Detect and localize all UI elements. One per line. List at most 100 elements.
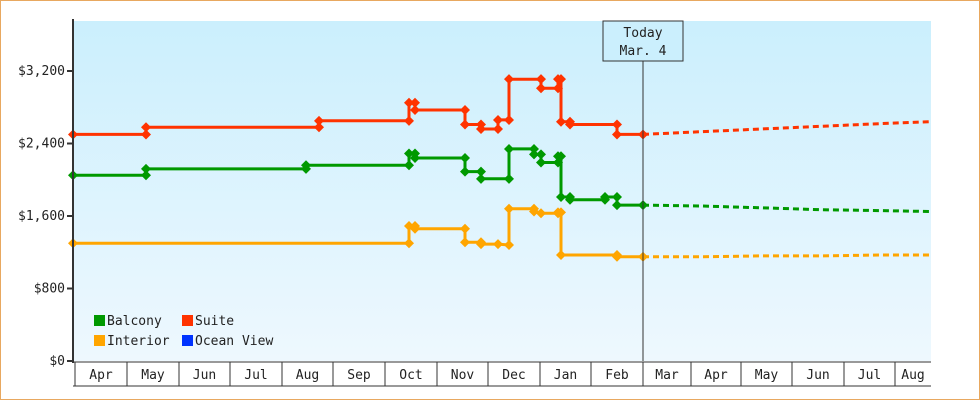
data-point-marker[interactable] [536, 83, 546, 94]
x-month-label: Jun [193, 368, 216, 383]
data-point-marker[interactable] [410, 104, 420, 115]
x-month-label: Apr [89, 368, 113, 383]
data-point-marker[interactable] [141, 129, 151, 140]
data-point-marker[interactable] [565, 119, 575, 130]
data-point-marker[interactable] [141, 170, 151, 181]
x-month-label: Aug [296, 368, 319, 383]
legend-item-interior[interactable]: Interior [94, 334, 170, 349]
legend-item-suite[interactable]: Suite [182, 314, 234, 329]
data-point-marker[interactable] [556, 249, 566, 260]
data-point-marker[interactable] [612, 119, 622, 130]
series-suite [68, 74, 930, 140]
y-tick-label: $2,400 [18, 137, 65, 152]
data-point-marker[interactable] [314, 115, 324, 126]
data-point-marker[interactable] [404, 97, 414, 108]
x-month-label: Apr [704, 368, 728, 383]
data-point-marker[interactable] [536, 157, 546, 168]
data-point-marker[interactable] [565, 194, 575, 205]
x-month-label: Feb [605, 368, 629, 383]
data-point-marker[interactable] [476, 166, 486, 177]
x-month-label: Jul [858, 368, 881, 383]
data-point-marker[interactable] [460, 166, 470, 177]
series-balcony [68, 143, 930, 213]
y-tick-label: $3,200 [18, 64, 65, 79]
x-month-label: Sep [347, 368, 371, 383]
legend-label: Suite [195, 314, 234, 329]
data-point-marker[interactable] [504, 173, 514, 184]
data-point-marker[interactable] [612, 200, 622, 211]
data-point-marker[interactable] [504, 143, 514, 154]
x-month-label: Jun [806, 368, 829, 383]
x-month-label: Nov [451, 368, 475, 383]
plot-area [73, 21, 931, 361]
x-month-label: Dec [502, 368, 525, 383]
legend-swatch [94, 315, 105, 326]
x-month-label: Mar [655, 368, 679, 383]
x-month-label: Jan [554, 368, 577, 383]
data-point-marker[interactable] [556, 151, 566, 162]
legend-item-ocean-view[interactable]: Ocean View [182, 334, 273, 349]
data-point-marker[interactable] [404, 115, 414, 126]
data-point-marker[interactable] [410, 153, 420, 163]
data-point-marker[interactable] [410, 223, 420, 234]
data-point-marker[interactable] [460, 119, 470, 130]
data-point-marker[interactable] [536, 208, 546, 219]
legend: Balcony Suite Interior Ocean View [94, 314, 273, 349]
data-point-marker[interactable] [612, 129, 622, 140]
series-interior [68, 203, 929, 262]
data-point-marker[interactable] [314, 122, 324, 133]
y-axis-ticks: $0 $800 $1,600 $2,400 $3,200 [18, 64, 73, 369]
legend-label: Ocean View [195, 334, 273, 349]
data-point-marker[interactable] [556, 207, 566, 218]
data-point-marker[interactable] [536, 74, 546, 85]
data-point-marker[interactable] [141, 122, 151, 133]
legend-swatch [182, 315, 193, 326]
data-point-marker[interactable] [493, 239, 503, 250]
data-point-marker[interactable] [404, 160, 414, 171]
data-point-marker[interactable] [493, 114, 503, 125]
data-point-marker[interactable] [460, 237, 470, 248]
today-date: Mar. 4 [620, 44, 667, 59]
data-point-marker[interactable] [141, 163, 151, 174]
data-point-marker[interactable] [529, 149, 539, 160]
data-point-marker[interactable] [493, 124, 503, 134]
data-point-marker[interactable] [529, 206, 539, 217]
data-point-marker[interactable] [553, 83, 563, 94]
data-point-marker[interactable] [460, 104, 470, 115]
x-month-label: Oct [399, 368, 422, 383]
legend-label: Interior [107, 334, 170, 349]
legend-swatch [94, 335, 105, 346]
today-label: Today [623, 26, 662, 41]
today-marker: Today Mar. 4 [602, 20, 684, 361]
legend-swatch [182, 335, 193, 346]
data-point-marker[interactable] [612, 191, 622, 202]
data-point-marker[interactable] [404, 238, 414, 249]
legend-item-balcony[interactable]: Balcony [94, 314, 162, 329]
data-point-marker[interactable] [556, 116, 566, 127]
data-point-marker[interactable] [556, 74, 566, 85]
data-point-marker[interactable] [536, 149, 546, 160]
x-month-label: May [755, 368, 779, 383]
data-point-marker[interactable] [460, 153, 470, 163]
x-month-label: Aug [901, 368, 924, 383]
data-point-marker[interactable] [504, 240, 514, 250]
x-month-label: May [141, 368, 165, 383]
data-point-marker[interactable] [504, 114, 514, 125]
data-point-marker[interactable] [504, 74, 514, 85]
data-point-marker[interactable] [612, 251, 622, 262]
data-point-marker[interactable] [556, 191, 566, 202]
data-point-marker[interactable] [460, 223, 470, 234]
x-axis: Apr May Jun Jul Aug Sep Oct Nov Dec Jan Feb Mar Apr M… [73, 361, 931, 387]
data-point-marker[interactable] [600, 191, 610, 202]
data-point-marker[interactable] [301, 160, 311, 171]
legend-label: Balcony [107, 314, 162, 329]
data-point-marker[interactable] [404, 148, 414, 159]
data-point-marker[interactable] [476, 124, 486, 134]
data-point-marker[interactable] [476, 239, 486, 250]
data-point-marker[interactable] [476, 173, 486, 184]
y-tick-label: $1,600 [18, 209, 65, 224]
data-point-marker[interactable] [504, 203, 514, 214]
data-point-marker[interactable] [529, 143, 539, 154]
data-point-marker[interactable] [410, 97, 420, 108]
